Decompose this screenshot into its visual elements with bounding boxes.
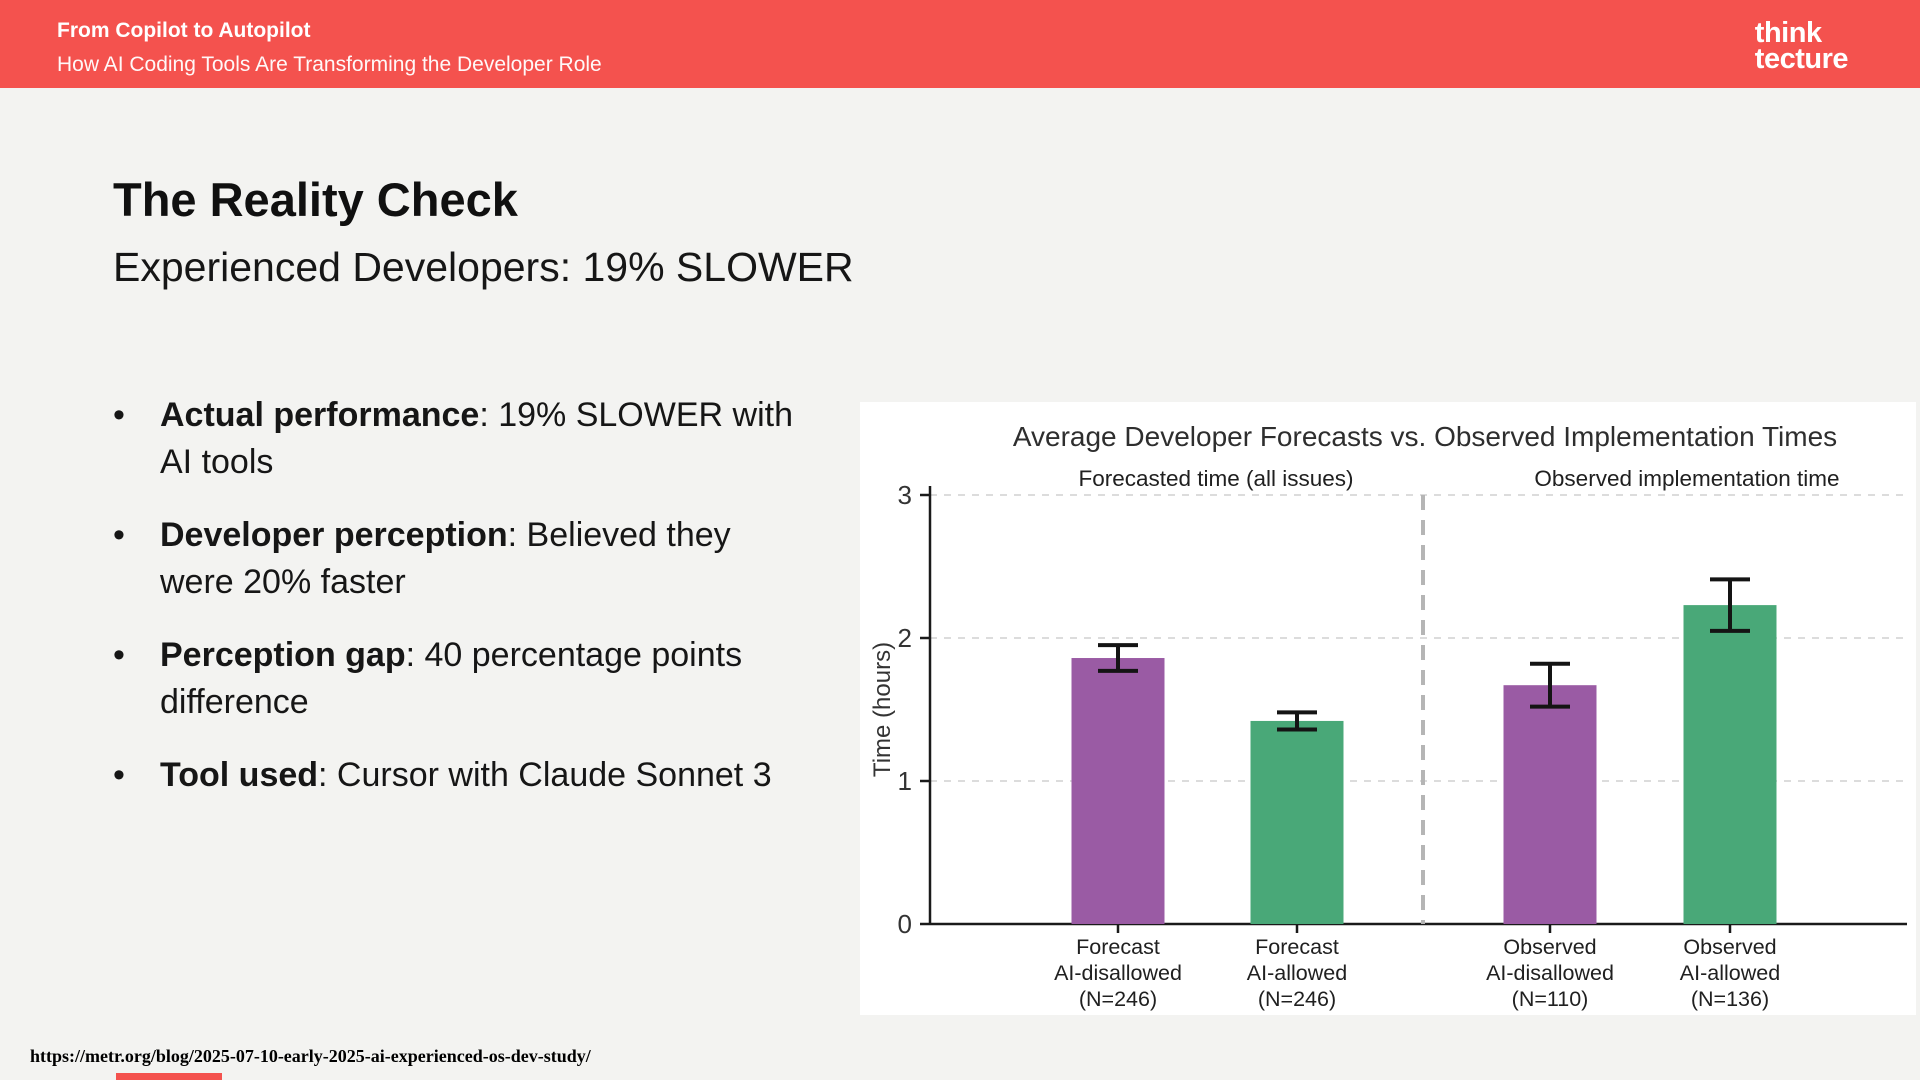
bar-observed-ai-allowed (1683, 605, 1777, 924)
bullet-list: • Actual performance: 19% SLOWER with AI t… (113, 392, 873, 825)
header-subtitle: How AI Coding Tools Are Transforming the… (57, 53, 602, 76)
bullet-text: Actual performance: 19% SLOWER with AI to… (160, 396, 793, 481)
x-category-label: Forecast (1255, 935, 1339, 959)
chart-title: Average Developer Forecasts vs. Observed… (1013, 421, 1837, 452)
group-header: Observed implementation time (1534, 466, 1839, 491)
bullet-dot: • (113, 756, 125, 794)
logo-line-tecture: tecture (1754, 43, 1849, 75)
chart-panel: 0 1 2 3 Time (hours) Forecast AI-disallowed (N=… (860, 402, 1916, 1015)
logo-line-think: think (1754, 17, 1822, 49)
group-header: Forecasted time (all issues) (1078, 466, 1353, 491)
bar-observed-ai-disallowed (1503, 685, 1597, 924)
x-category-label: Observed (1683, 935, 1776, 959)
y-tick-label: 0 (898, 909, 912, 939)
bullet-dot: • (113, 516, 125, 554)
y-tick-label: 3 (898, 480, 912, 510)
bullet-item: • Developer perception: Believed they were… (113, 512, 873, 606)
bullet-text: Perception gap: 40 percentage points diff… (160, 636, 743, 721)
x-category-label: AI-disallowed (1486, 961, 1614, 985)
bar-forecast-ai-disallowed (1071, 658, 1165, 924)
header-bar: From Copilot to Autopilot How AI Coding … (0, 0, 1920, 88)
bar-forecast-ai-allowed (1250, 720, 1344, 924)
slide-progress-bar (116, 1073, 222, 1080)
y-tick-label: 1 (898, 766, 912, 796)
x-category-label: (N=246) (1079, 987, 1157, 1011)
y-axis-title: Time (hours) (869, 642, 896, 777)
bullet-item: • Actual performance: 19% SLOWER with AI t… (113, 392, 873, 486)
x-category-label: AI-disallowed (1054, 961, 1182, 985)
x-category-label: (N=246) (1258, 987, 1336, 1011)
bullet-text: Developer perception: Believed they were … (160, 516, 731, 601)
thinktecture-logo: think tecture (1754, 17, 1849, 75)
x-category-label: Forecast (1076, 935, 1160, 959)
header-title: From Copilot to Autopilot (57, 19, 311, 42)
bullet-dot: • (113, 396, 125, 434)
footer-url: https://metr.org/blog/2025-07-10-early-2… (30, 1046, 591, 1066)
bullet-item: • Tool used: Cursor with Claude Sonnet 3 (113, 752, 873, 799)
slide-title: The Reality Check (113, 173, 518, 226)
x-category-label: AI-allowed (1680, 961, 1780, 985)
bullet-text: Tool used: Cursor with Claude Sonnet 3 (160, 756, 772, 794)
x-category-label: AI-allowed (1247, 961, 1347, 985)
x-category-label: (N=110) (1512, 987, 1589, 1011)
x-category-label: Observed (1503, 935, 1596, 959)
y-tick-label: 2 (898, 623, 912, 653)
bullet-dot: • (113, 636, 125, 674)
slide-subtitle: Experienced Developers: 19% SLOWER (113, 244, 854, 290)
bullet-item: • Perception gap: 40 percentage points dif… (113, 632, 873, 726)
x-category-label: (N=136) (1691, 987, 1769, 1011)
